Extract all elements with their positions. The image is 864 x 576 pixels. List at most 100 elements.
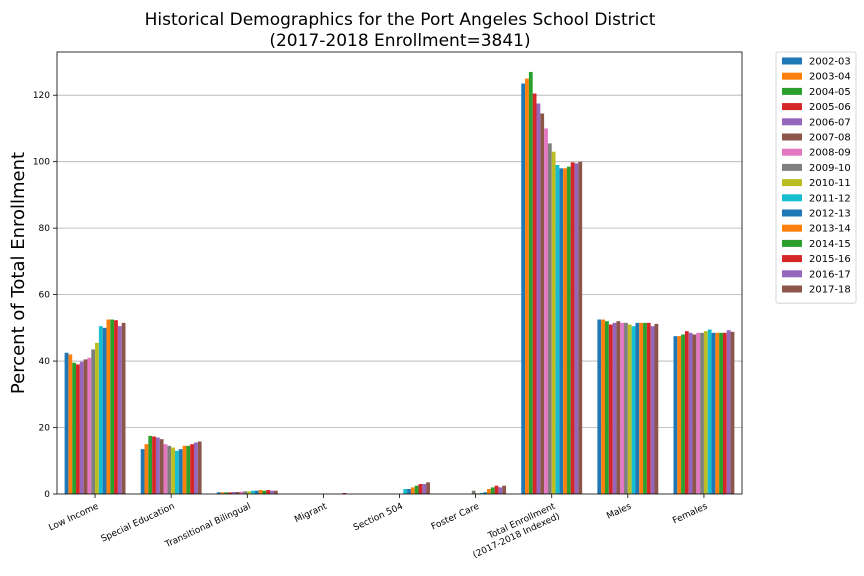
bar bbox=[624, 322, 628, 494]
legend-swatch bbox=[782, 72, 802, 80]
bar bbox=[414, 485, 419, 494]
bar bbox=[483, 492, 488, 494]
bar bbox=[403, 489, 408, 494]
bar bbox=[566, 166, 571, 495]
legend-swatch bbox=[782, 87, 802, 95]
bar bbox=[232, 492, 236, 494]
bar bbox=[635, 322, 640, 494]
legend-swatch bbox=[782, 239, 802, 247]
bar bbox=[110, 319, 115, 494]
bar bbox=[258, 490, 263, 494]
y-tick-label: 40 bbox=[39, 357, 51, 367]
y-tick-label: 120 bbox=[33, 91, 50, 101]
bar bbox=[270, 490, 274, 494]
y-axis-label: Percent of Total Enrollment bbox=[8, 152, 29, 394]
bar bbox=[692, 334, 697, 494]
x-tick-label: Males bbox=[605, 502, 633, 522]
legend-swatch bbox=[782, 103, 802, 111]
x-tick-label: Section 504 bbox=[352, 502, 405, 534]
legend-label: 2003-04 bbox=[809, 72, 851, 83]
legend-label: 2006-07 bbox=[809, 117, 851, 128]
legend-swatch bbox=[782, 255, 802, 263]
legend-swatch bbox=[782, 148, 802, 156]
bar bbox=[262, 490, 267, 494]
legend-label: 2009-10 bbox=[809, 163, 851, 174]
bar bbox=[650, 326, 655, 494]
x-tick-label: Foster Care bbox=[430, 501, 481, 532]
legend-swatch bbox=[782, 179, 802, 187]
legend-label: 2012-13 bbox=[809, 209, 851, 220]
chart-subtitle: (2017-2018 Enrollment=3841) bbox=[269, 31, 530, 51]
bar bbox=[342, 493, 347, 494]
bar bbox=[273, 490, 278, 494]
bar bbox=[194, 442, 198, 494]
legend-label: 2014-15 bbox=[809, 239, 851, 250]
bar bbox=[239, 491, 244, 494]
bar bbox=[502, 485, 507, 494]
bar bbox=[72, 362, 77, 494]
bar bbox=[197, 441, 202, 494]
bar bbox=[711, 332, 716, 494]
legend-swatch bbox=[782, 285, 802, 293]
bar bbox=[601, 319, 605, 494]
bar bbox=[247, 491, 252, 494]
legend-swatch bbox=[782, 209, 802, 217]
bar bbox=[612, 322, 617, 494]
legend-swatch bbox=[782, 224, 802, 232]
bar bbox=[707, 329, 712, 494]
y-tick-label: 20 bbox=[39, 424, 51, 434]
bar bbox=[597, 319, 602, 494]
bar bbox=[498, 487, 503, 494]
bar bbox=[152, 436, 156, 494]
bar bbox=[228, 492, 233, 494]
legend-swatch bbox=[782, 57, 802, 65]
bar bbox=[654, 323, 659, 494]
legend-label: 2010-11 bbox=[809, 178, 851, 189]
bar bbox=[471, 490, 476, 494]
bar bbox=[719, 332, 723, 494]
bar bbox=[627, 324, 632, 494]
bar bbox=[117, 326, 122, 494]
bar bbox=[167, 445, 172, 494]
legend-swatch bbox=[782, 270, 802, 278]
bar bbox=[559, 168, 564, 494]
bar bbox=[547, 143, 552, 494]
bar bbox=[730, 331, 735, 494]
bar bbox=[140, 449, 145, 494]
bar bbox=[563, 168, 567, 494]
bar bbox=[121, 322, 126, 494]
bar bbox=[643, 322, 647, 494]
legend: 2002-03 2003-04 2004-05 2005-06 2006-07 2007-… bbox=[775, 51, 857, 304]
legend-swatch bbox=[782, 194, 802, 202]
bar bbox=[696, 332, 701, 494]
bar bbox=[114, 320, 118, 494]
bar bbox=[243, 491, 248, 494]
bar bbox=[68, 354, 73, 494]
y-tick-label: 0 bbox=[44, 490, 50, 500]
bar bbox=[159, 439, 164, 494]
bar bbox=[186, 445, 191, 494]
legend-swatch bbox=[782, 118, 802, 126]
bar bbox=[76, 364, 80, 494]
bar bbox=[684, 331, 689, 494]
x-axis-ticks: Low Income Special EducationTransitional … bbox=[47, 494, 709, 561]
bar bbox=[722, 332, 727, 494]
bar bbox=[407, 489, 411, 494]
bar bbox=[681, 334, 685, 494]
bar bbox=[174, 450, 179, 494]
x-tick-label: Special Education bbox=[100, 502, 177, 545]
legend-label: 2004-05 bbox=[809, 87, 851, 98]
bar bbox=[266, 490, 271, 494]
bar bbox=[646, 322, 651, 494]
chart-title: Historical Demographics for the Port Ang… bbox=[145, 10, 656, 30]
bar bbox=[688, 332, 693, 494]
bar bbox=[570, 162, 575, 494]
bar bbox=[726, 330, 731, 494]
bar bbox=[190, 444, 194, 494]
bar bbox=[254, 490, 259, 494]
legend-label: 2013-14 bbox=[809, 224, 851, 235]
bar bbox=[426, 482, 430, 494]
bar bbox=[639, 322, 644, 494]
bar bbox=[490, 487, 495, 494]
